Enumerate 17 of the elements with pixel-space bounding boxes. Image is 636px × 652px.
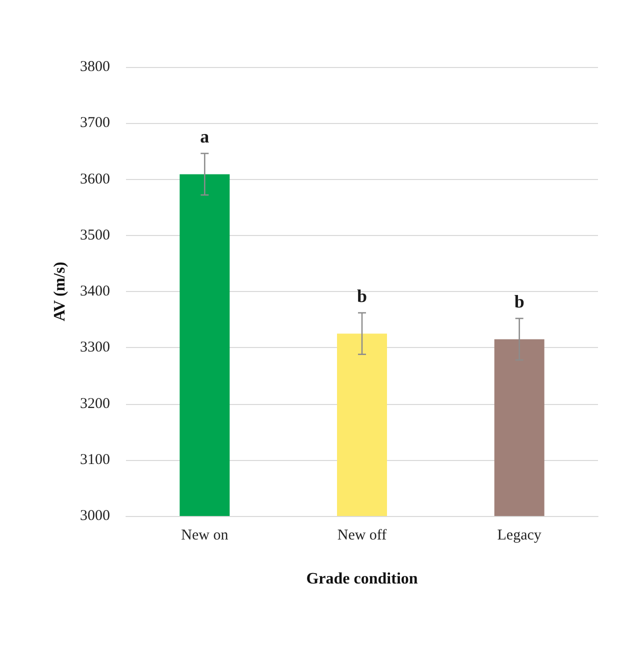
y-tick-label: 3600 bbox=[80, 171, 110, 188]
x-tick-label: Legacy bbox=[497, 528, 542, 544]
y-tick-label: 3000 bbox=[80, 508, 110, 524]
x-tick-label: New on bbox=[181, 528, 229, 544]
y-tick-label: 3800 bbox=[80, 59, 110, 75]
y-tick-label: 3300 bbox=[80, 340, 110, 356]
y-axis-title: AV (m/s) bbox=[52, 262, 68, 322]
y-tick-label: 3200 bbox=[80, 396, 110, 412]
annotation: b bbox=[514, 291, 524, 312]
y-tick-label: 3500 bbox=[80, 227, 110, 244]
annotation: b bbox=[356, 286, 368, 306]
y-tick-label: 3400 bbox=[80, 284, 110, 300]
annotation: a bbox=[200, 126, 210, 146]
x-tick-label: New off bbox=[337, 528, 387, 544]
x-axis-title: Grade condition bbox=[306, 570, 418, 588]
y-tick-label: 3100 bbox=[80, 452, 110, 468]
y-tick-label: 3700 bbox=[80, 115, 110, 132]
